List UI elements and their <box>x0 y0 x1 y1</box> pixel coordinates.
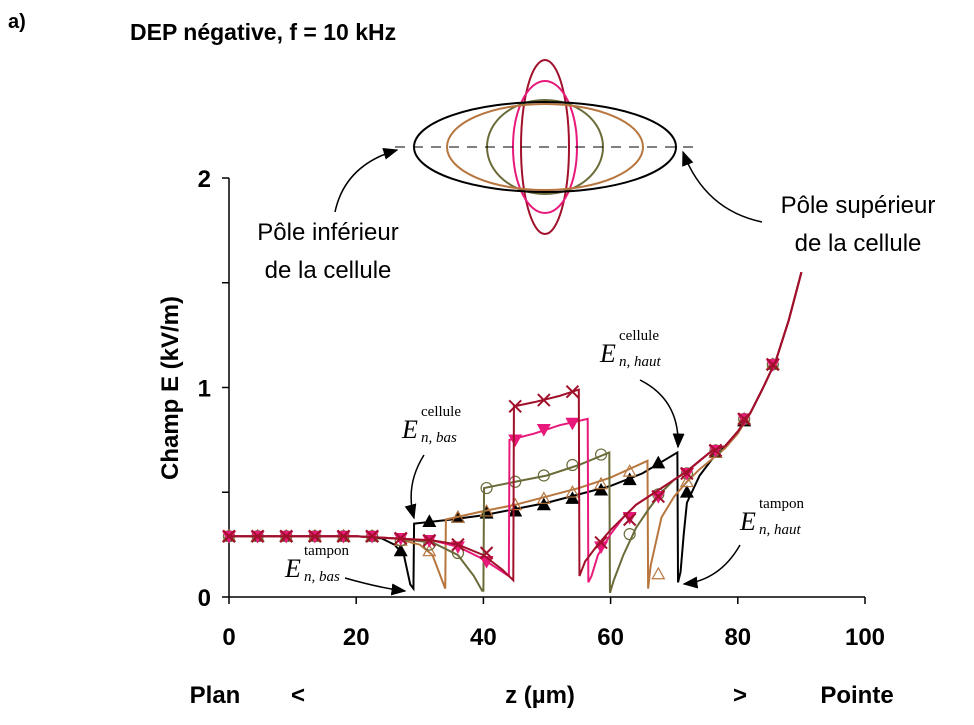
math-sup: tampon <box>759 496 804 512</box>
math-sub: n, bas <box>304 569 340 585</box>
marker <box>594 448 608 461</box>
marker <box>537 393 551 407</box>
arrows <box>334 147 763 596</box>
x-right-symbol: > <box>733 682 747 709</box>
arrow <box>344 577 407 596</box>
marker <box>594 535 608 550</box>
marker <box>651 455 666 469</box>
math-sub: n, haut <box>619 354 662 370</box>
x-left-symbol: < <box>291 682 305 709</box>
marker <box>394 531 408 546</box>
marker <box>451 537 465 552</box>
x-left-label: Plan <box>190 682 241 709</box>
marker <box>679 474 694 488</box>
marker <box>508 434 523 448</box>
marker <box>508 503 523 517</box>
cell-shapes <box>395 59 700 235</box>
marker <box>708 443 723 458</box>
math-sub: n, haut <box>759 522 802 538</box>
marker <box>279 529 293 543</box>
y-tick-label: 0 <box>198 585 211 612</box>
series <box>222 272 803 583</box>
marker <box>565 417 580 431</box>
arrow <box>682 150 763 223</box>
marker <box>336 529 351 543</box>
arrow <box>404 454 425 520</box>
marker <box>537 469 550 482</box>
marker <box>422 533 437 548</box>
math-base: E <box>739 507 756 536</box>
marker <box>536 497 551 511</box>
annotations: Pôle inférieur de la cellule Pôle supéri… <box>257 192 935 284</box>
marker <box>479 546 494 560</box>
y-tick-label: 2 <box>198 166 211 193</box>
y-tick-label: 1 <box>198 376 211 403</box>
x-tick-label: 60 <box>597 624 624 651</box>
y-axis-label: Champ E (kV/m) <box>157 296 184 480</box>
arrow <box>639 379 685 449</box>
math-sup: cellule <box>619 328 659 344</box>
annotation: Pôle supérieur <box>781 192 936 219</box>
marker <box>422 543 437 557</box>
marker <box>622 472 637 486</box>
annotation: de la cellule <box>795 230 922 257</box>
marker <box>422 514 437 527</box>
marker <box>594 482 609 496</box>
math-sub: n, bas <box>421 430 457 446</box>
marker <box>623 528 636 541</box>
marker <box>766 357 780 372</box>
marker <box>536 424 551 437</box>
marker <box>622 512 637 527</box>
math-base: E <box>401 415 418 444</box>
math-sup: cellule <box>421 404 461 420</box>
marker <box>222 529 236 543</box>
x-tick-label: 100 <box>845 624 885 651</box>
x-tick-label: 80 <box>724 624 751 651</box>
marker <box>651 566 666 580</box>
chart-title: DEP négative, f = 10 kHz <box>130 19 396 45</box>
marker <box>651 489 666 504</box>
marker <box>566 458 579 472</box>
series-line <box>229 272 803 583</box>
marker <box>565 384 580 399</box>
arrow <box>334 147 399 213</box>
marker <box>393 543 408 557</box>
marker <box>622 464 637 477</box>
marker <box>508 399 522 414</box>
x-tick-label: 40 <box>470 624 497 651</box>
marker <box>508 497 523 511</box>
marker <box>450 510 465 523</box>
marker <box>565 491 580 504</box>
marker <box>737 412 751 426</box>
panel-label: a) <box>8 11 26 33</box>
math-base: E <box>599 339 616 368</box>
cell-shape <box>446 103 644 191</box>
x-tick-label: 20 <box>343 624 370 651</box>
annotation: de la cellule <box>265 257 392 284</box>
math-sup: tampon <box>304 543 349 559</box>
marker <box>565 485 580 498</box>
x-right-label: Pointe <box>820 682 893 709</box>
marker <box>480 481 493 495</box>
marker <box>365 529 379 543</box>
x-axis-labels: Plan < z (µm) > Pointe <box>190 682 894 709</box>
x-tick-label: 0 <box>222 624 235 651</box>
marker <box>308 529 322 543</box>
marker <box>250 529 265 543</box>
marker <box>594 476 609 490</box>
arrow <box>682 544 741 589</box>
marker <box>536 491 551 504</box>
math-labels: E cellule n, bas E cellule n, haut E tam… <box>284 328 804 585</box>
annotation: Pôle inférieur <box>257 219 398 246</box>
marker <box>680 466 694 481</box>
math-base: E <box>284 554 301 583</box>
x-axis-label: z (µm) <box>505 682 575 709</box>
marker <box>679 485 694 498</box>
